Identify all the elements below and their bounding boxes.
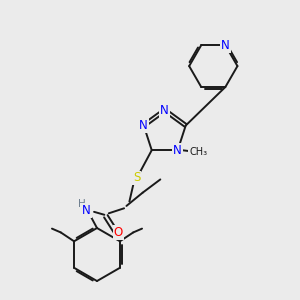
Text: N: N xyxy=(160,104,169,117)
Text: N: N xyxy=(82,204,91,217)
Text: S: S xyxy=(133,172,140,184)
Text: N: N xyxy=(173,144,182,157)
Text: H: H xyxy=(77,199,85,209)
Text: O: O xyxy=(114,226,123,239)
Text: N: N xyxy=(221,39,230,52)
Text: CH₃: CH₃ xyxy=(189,147,207,157)
Text: N: N xyxy=(139,119,148,132)
